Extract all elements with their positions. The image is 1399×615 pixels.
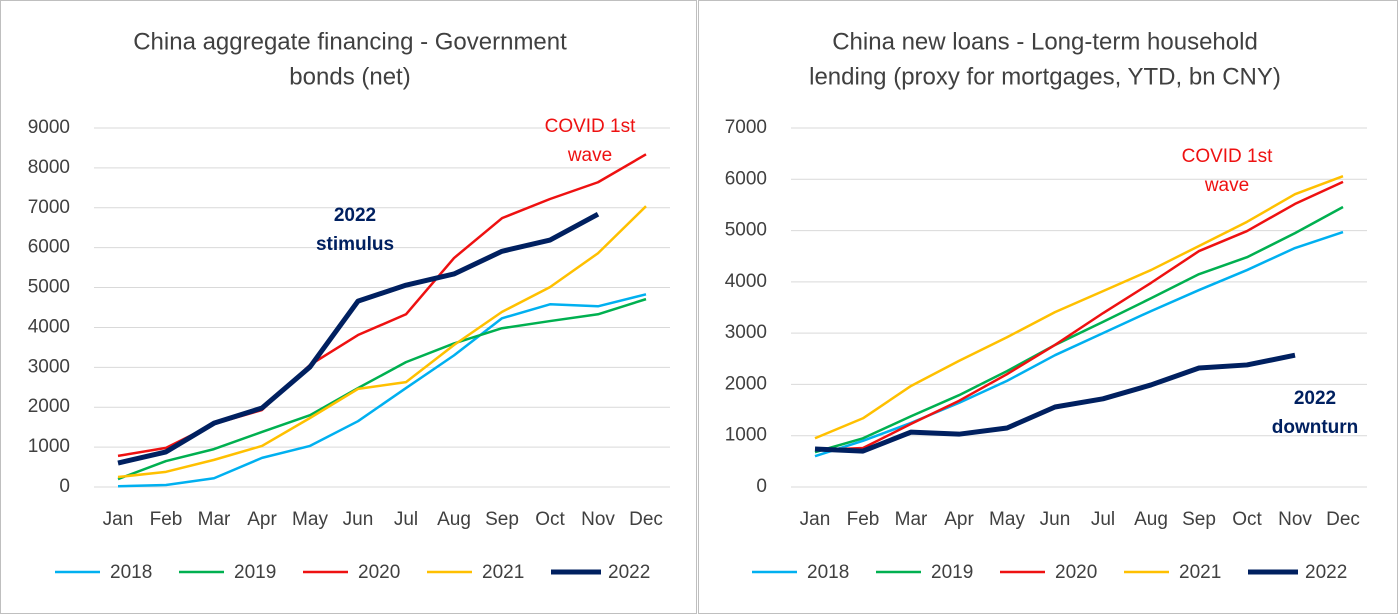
annotation: stimulus <box>316 234 394 255</box>
annotation: COVID 1st <box>1182 146 1274 167</box>
x-tick-label: Sep <box>485 509 519 530</box>
x-tick-label: Oct <box>535 509 565 530</box>
legend-label: 2018 <box>807 562 849 583</box>
x-tick-label: Mar <box>198 509 231 530</box>
series-line <box>117 211 600 466</box>
x-tick-label: Feb <box>150 509 183 530</box>
x-tick-label: Apr <box>247 509 277 530</box>
y-tick-label: 6000 <box>28 237 70 258</box>
x-tick-label: Aug <box>1134 509 1168 530</box>
series-line <box>814 180 1344 452</box>
x-tick-label: Oct <box>1232 509 1262 530</box>
annotation: wave <box>567 145 612 166</box>
x-tick-label: Aug <box>437 509 471 530</box>
series-line <box>814 230 1344 458</box>
series-line <box>117 297 647 481</box>
legend-label: 2019 <box>931 562 973 583</box>
x-tick-label: Dec <box>629 509 663 530</box>
x-tick-label: Jul <box>394 509 418 530</box>
y-tick-label: 7000 <box>28 197 70 218</box>
y-tick-label: 2000 <box>725 373 767 394</box>
x-tick-label: Apr <box>944 509 974 530</box>
x-tick-label: Dec <box>1326 509 1360 530</box>
series-line <box>117 205 647 479</box>
x-tick-label: Jan <box>800 509 831 530</box>
x-tick-label: Mar <box>895 509 928 530</box>
legend-label: 2022 <box>1305 562 1347 583</box>
y-tick-label: 5000 <box>28 277 70 298</box>
legend-label: 2019 <box>234 562 276 583</box>
legend-label: 2020 <box>358 562 400 583</box>
x-tick-label: Nov <box>581 509 615 530</box>
x-tick-label: Jul <box>1091 509 1115 530</box>
y-tick-label: 1000 <box>725 425 767 446</box>
annotation: 2022 <box>1294 388 1336 409</box>
y-tick-label: 3000 <box>28 356 70 377</box>
y-tick-label: 2000 <box>28 396 70 417</box>
y-tick-label: 7000 <box>725 117 767 138</box>
panel-border <box>698 0 1398 614</box>
series-line <box>814 205 1344 454</box>
legend-label: 2021 <box>1179 562 1221 583</box>
annotation: COVID 1st <box>545 116 637 137</box>
series-line <box>814 175 1344 440</box>
y-tick-label: 5000 <box>725 220 767 241</box>
y-tick-label: 8000 <box>28 157 70 178</box>
annotation: downturn <box>1272 417 1359 438</box>
x-tick-label: May <box>989 509 1025 530</box>
x-tick-label: Jun <box>343 509 374 530</box>
annotation: 2022 <box>334 205 376 226</box>
legend-label: 2020 <box>1055 562 1097 583</box>
panel-border <box>0 0 697 614</box>
y-tick-label: 0 <box>756 476 767 497</box>
chart-title: bonds (net) <box>289 63 410 90</box>
y-tick-label: 4000 <box>725 271 767 292</box>
y-tick-label: 6000 <box>725 168 767 189</box>
chart-title: China aggregate financing - Government <box>133 28 567 55</box>
chart-title: lending (proxy for mortgages, YTD, bn CN… <box>809 63 1281 90</box>
series-line <box>814 352 1296 454</box>
x-tick-label: Feb <box>847 509 880 530</box>
legend-label: 2022 <box>608 562 650 583</box>
legend-label: 2021 <box>482 562 524 583</box>
x-tick-label: Jan <box>103 509 134 530</box>
y-tick-label: 0 <box>59 476 70 497</box>
annotation: wave <box>1204 175 1249 196</box>
y-tick-label: 1000 <box>28 436 70 457</box>
y-tick-label: 3000 <box>725 322 767 343</box>
x-tick-label: Nov <box>1278 509 1312 530</box>
y-tick-label: 9000 <box>28 117 70 138</box>
series-line <box>117 293 647 488</box>
x-tick-label: Sep <box>1182 509 1216 530</box>
y-tick-label: 4000 <box>28 316 70 337</box>
chart-title: China new loans - Long-term household <box>832 28 1258 55</box>
legend-label: 2018 <box>110 562 152 583</box>
x-tick-label: Jun <box>1040 509 1071 530</box>
x-tick-label: May <box>292 509 328 530</box>
